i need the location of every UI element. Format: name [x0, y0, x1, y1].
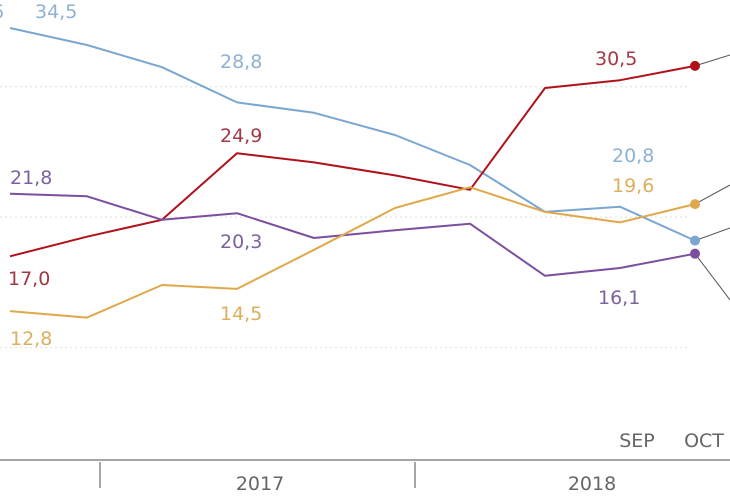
end-dot-orange [690, 199, 700, 210]
end-dot-blue [690, 235, 700, 246]
series-line-blue [9, 27, 696, 242]
gridlines [0, 86, 690, 349]
data-label-red: 24,9 [220, 125, 262, 147]
series-line-purple [9, 192, 696, 277]
data-label-purple: 16,1 [598, 287, 640, 309]
leader-lines [694, 54, 730, 301]
data-label-blue: 34,5 [35, 1, 77, 23]
data-label-purple: 20,3 [220, 231, 262, 253]
series-lines [9, 27, 696, 319]
x-tick-label-oct: OCT [684, 430, 724, 452]
data-label-orange: 12,8 [10, 328, 52, 350]
data-label-blue: 20,8 [612, 145, 654, 167]
end-dot-red [690, 60, 700, 71]
series-line-red [9, 64, 696, 258]
data-label-purple: 21,8 [10, 167, 52, 189]
series-line-orange [9, 186, 696, 319]
data-label-red: 17,0 [8, 268, 50, 290]
x-tick-label-sep: SEP [619, 430, 655, 452]
end-dots [690, 60, 700, 259]
leader-line-red [694, 54, 730, 67]
data-label-blue: 28,8 [220, 51, 262, 73]
leader-line-orange [694, 184, 730, 205]
data-label-orange: 14,5 [220, 303, 262, 325]
x-tick-label-2018: 2018 [568, 473, 616, 495]
end-dot-purple [690, 248, 700, 259]
data-label-red: 30,5 [595, 48, 637, 70]
data-label-blue: 6 [0, 1, 4, 23]
leader-line-blue [694, 227, 730, 242]
data-label-orange: 19,6 [612, 175, 654, 197]
x-tick-label-2017: 2017 [236, 473, 284, 495]
leader-line-purple [694, 253, 730, 301]
data-labels: 6 34,5 28,8 20,8 24,9 17,0 30,5 21,8 20,3 16,1 12,… [0, 1, 654, 350]
